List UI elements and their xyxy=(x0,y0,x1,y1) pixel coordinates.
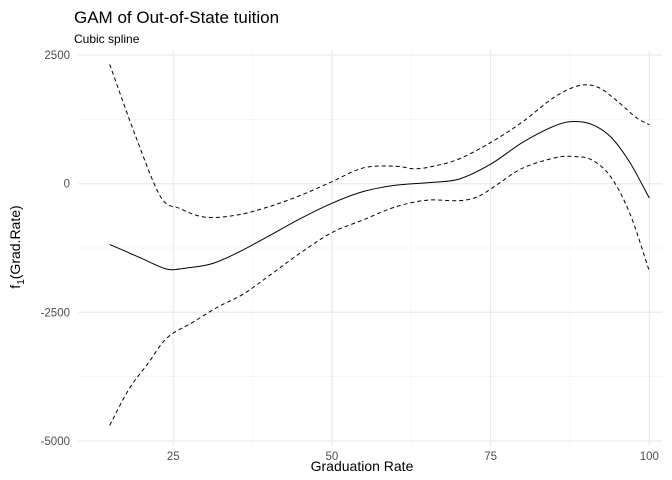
y-tick-label: 0 xyxy=(64,179,70,191)
y-tick-label: -5000 xyxy=(41,436,70,448)
chart-title: GAM of Out-of-State tuition xyxy=(74,8,279,27)
y-tick-label: 2500 xyxy=(44,50,70,62)
curve-layer xyxy=(110,64,650,425)
chart-subtitle: Cubic spline xyxy=(74,32,140,46)
y-axis-title-argument: (Grad.Rate) xyxy=(7,205,23,279)
x-tick-label: 75 xyxy=(484,451,497,463)
y-axis-title: f1(Grad.Rate) xyxy=(7,205,27,288)
x-tick-label: 25 xyxy=(167,451,180,463)
upper-confidence-band xyxy=(110,64,650,217)
x-tick-label: 100 xyxy=(640,451,659,463)
fit-curve xyxy=(110,121,650,269)
lower-confidence-band xyxy=(110,156,650,425)
grid-layer xyxy=(78,50,662,446)
x-axis-title: Graduation Rate xyxy=(311,458,414,474)
y-tick-label: -2500 xyxy=(41,307,70,319)
